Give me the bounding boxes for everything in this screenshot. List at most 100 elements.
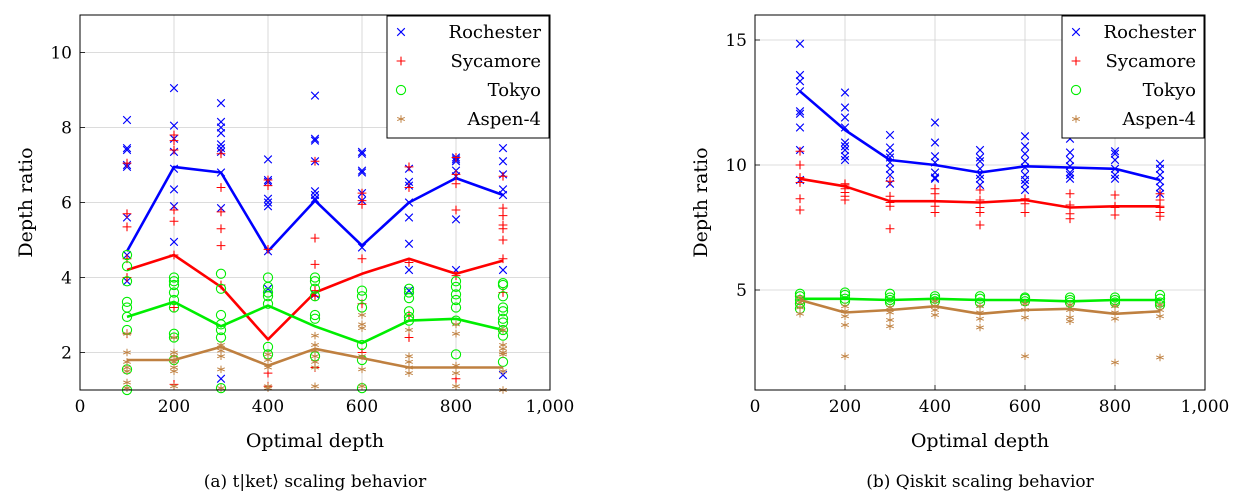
data-point xyxy=(795,205,805,215)
data-point xyxy=(885,164,895,173)
y-tick-label: 8 xyxy=(61,119,72,139)
data-point xyxy=(121,311,133,323)
y-tick-label: 10 xyxy=(725,156,747,176)
data-point xyxy=(796,309,804,318)
data-point xyxy=(216,183,226,192)
data-point xyxy=(1021,352,1029,361)
data-point xyxy=(216,374,226,383)
data-point xyxy=(975,208,985,217)
data-point xyxy=(497,356,509,368)
data-point xyxy=(498,211,508,221)
data-point xyxy=(123,367,131,376)
legend: Rochester Sycamore Tokyo Aspen-4 xyxy=(386,15,550,139)
series-rochester xyxy=(795,39,1165,198)
data-point xyxy=(263,155,273,164)
data-point xyxy=(216,149,226,159)
data-point xyxy=(404,239,414,248)
x-tick-label: 0 xyxy=(750,397,761,417)
data-point xyxy=(795,109,805,118)
data-point xyxy=(404,333,414,342)
legend-marker xyxy=(396,56,406,66)
data-point xyxy=(122,143,132,153)
data-point xyxy=(405,369,413,377)
data-point xyxy=(930,138,940,147)
data-point xyxy=(450,281,462,293)
data-point xyxy=(498,203,508,213)
data-point xyxy=(452,320,460,329)
data-point xyxy=(356,339,368,351)
data-point xyxy=(262,287,274,298)
data-point xyxy=(497,291,509,302)
data-point xyxy=(358,324,366,332)
data-point xyxy=(357,166,367,175)
x-tick-label: 600 xyxy=(1009,397,1041,417)
data-point xyxy=(1065,155,1075,165)
data-point xyxy=(1021,313,1029,322)
data-point xyxy=(1110,155,1120,165)
data-point xyxy=(497,302,509,313)
data-point xyxy=(217,384,225,392)
data-point xyxy=(121,296,133,308)
data-point xyxy=(404,177,414,187)
data-point xyxy=(1155,170,1165,180)
data-point xyxy=(1110,210,1120,220)
data-point xyxy=(170,367,178,376)
data-point xyxy=(795,146,805,156)
data-point xyxy=(311,331,319,340)
data-point xyxy=(885,201,895,211)
data-point xyxy=(122,115,132,125)
series-aspen-4 xyxy=(123,311,507,394)
x-tick-label: 200 xyxy=(158,397,190,417)
data-point xyxy=(216,143,226,153)
data-point xyxy=(122,222,132,232)
data-point xyxy=(357,199,367,209)
legend-label: Rochester xyxy=(449,22,542,43)
x-tick-label: 1,000 xyxy=(526,397,575,417)
data-point xyxy=(498,235,508,245)
data-point xyxy=(1020,185,1030,195)
data-point xyxy=(1065,168,1075,177)
x-tick-label: 800 xyxy=(440,397,472,417)
data-point xyxy=(885,149,895,158)
data-point xyxy=(1155,183,1165,192)
data-point xyxy=(976,323,984,332)
data-point xyxy=(358,365,366,374)
data-point xyxy=(357,168,367,177)
legend-marker xyxy=(1071,56,1081,66)
data-point xyxy=(310,187,320,196)
data-point xyxy=(498,224,508,234)
data-point xyxy=(356,285,368,296)
data-point xyxy=(169,185,179,194)
data-point xyxy=(310,134,320,143)
data-point xyxy=(123,329,131,338)
x-tick-label: 800 xyxy=(1099,397,1131,417)
x-tick-label: 400 xyxy=(919,397,951,417)
data-point xyxy=(1065,148,1075,157)
y-tick-label: 10 xyxy=(50,44,72,64)
data-point xyxy=(497,306,509,317)
data-point xyxy=(840,155,850,165)
data-point xyxy=(451,205,461,215)
data-point xyxy=(930,208,940,217)
figure-caption: (b) Qiskit scaling behavior xyxy=(866,472,1094,492)
data-point xyxy=(795,77,805,86)
data-point xyxy=(170,333,178,342)
data-point xyxy=(499,350,507,359)
data-point xyxy=(499,326,507,334)
data-point xyxy=(841,352,849,361)
data-point xyxy=(310,233,320,243)
data-point xyxy=(216,140,226,149)
data-point xyxy=(404,213,414,222)
y-tick-label: 5 xyxy=(736,281,747,301)
data-point xyxy=(1020,149,1030,158)
data-point xyxy=(1020,157,1030,166)
data-point xyxy=(357,188,367,198)
data-point xyxy=(121,261,133,272)
x-axis-label: Optimal depth xyxy=(246,430,384,452)
data-point xyxy=(123,384,131,392)
plot-frame xyxy=(754,14,1206,391)
legend-marker xyxy=(1071,27,1081,37)
data-point xyxy=(450,276,462,287)
figure-caption: (a) t|ket⟩ scaling behavior xyxy=(204,472,427,492)
data-point xyxy=(122,158,132,168)
